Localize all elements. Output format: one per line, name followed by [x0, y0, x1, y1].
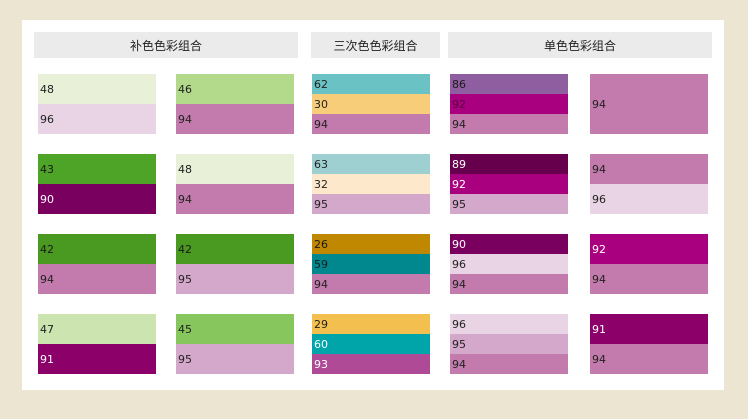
- color-combo-card: 89 92 95: [450, 154, 568, 214]
- color-combo-card: 46 94: [176, 74, 294, 134]
- color-swatch: 93: [312, 354, 430, 374]
- color-swatch: 60: [312, 334, 430, 354]
- color-swatch: 96: [38, 104, 156, 134]
- color-swatch: 91: [590, 314, 708, 344]
- color-swatch: 89: [450, 154, 568, 174]
- color-swatch: 95: [176, 344, 294, 374]
- color-swatch: 26: [312, 234, 430, 254]
- color-swatch: 94: [38, 264, 156, 294]
- color-swatch: 42: [176, 234, 294, 264]
- color-swatch: 94: [450, 274, 568, 294]
- header-monochrome-label: 单色色彩组合: [543, 38, 616, 53]
- color-swatch: 29: [312, 314, 430, 334]
- color-swatch: 94: [176, 184, 294, 214]
- color-swatch: 92: [450, 174, 568, 194]
- color-swatch: 96: [450, 314, 568, 334]
- color-swatch: 30: [312, 94, 430, 114]
- color-combo-card: 43 90: [38, 154, 156, 214]
- color-combo-card: 48 96: [38, 74, 156, 134]
- color-combo-card: 86 92 94: [450, 74, 568, 134]
- color-combo-card: 63 32 95: [312, 154, 430, 214]
- color-combo-card: 62 30 94: [312, 74, 430, 134]
- color-swatch: 94: [590, 344, 708, 374]
- color-swatch: 95: [176, 264, 294, 294]
- color-combo-card: 29 60 93: [312, 314, 430, 374]
- color-swatch: 96: [450, 254, 568, 274]
- color-swatch: 43: [38, 154, 156, 184]
- color-swatch: 96: [590, 184, 708, 214]
- color-combo-card: 47 91: [38, 314, 156, 374]
- color-swatch: 94: [176, 104, 294, 134]
- color-swatch: 94: [590, 154, 708, 184]
- color-swatch: 92: [590, 234, 708, 264]
- color-swatch: 32: [312, 174, 430, 194]
- color-combo-card: 94: [590, 74, 708, 134]
- header-complementary-label: 补色色彩组合: [129, 38, 202, 53]
- color-swatch: 48: [38, 74, 156, 104]
- color-swatch: 47: [38, 314, 156, 344]
- header-tertiary-label: 三次色色彩组合: [333, 38, 418, 53]
- color-swatch: 92: [450, 94, 568, 114]
- color-swatch: 45: [176, 314, 294, 344]
- color-swatch: 94: [590, 264, 708, 294]
- color-combo-card: 26 59 94: [312, 234, 430, 294]
- header-tertiary: 三次色色彩组合: [311, 32, 440, 58]
- color-combo-card: 91 94: [590, 314, 708, 374]
- color-swatch: 63: [312, 154, 430, 174]
- header-complementary: 补色色彩组合: [34, 32, 298, 58]
- color-swatch: 91: [38, 344, 156, 374]
- color-swatch: 94: [450, 354, 568, 374]
- color-swatch: 46: [176, 74, 294, 104]
- color-swatch: 90: [450, 234, 568, 254]
- header-monochrome: 单色色彩组合: [448, 32, 712, 58]
- color-combo-card: 45 95: [176, 314, 294, 374]
- color-combo-card: 92 94: [590, 234, 708, 294]
- color-swatch: 48: [176, 154, 294, 184]
- color-swatch: 94: [312, 274, 430, 294]
- color-swatch: 95: [450, 194, 568, 214]
- color-swatch: 59: [312, 254, 430, 274]
- color-swatch: 90: [38, 184, 156, 214]
- color-swatch: 62: [312, 74, 430, 94]
- color-swatch: 94: [312, 114, 430, 134]
- color-swatch: 86: [450, 74, 568, 94]
- color-swatch: 95: [312, 194, 430, 214]
- color-swatch: 94: [450, 114, 568, 134]
- color-combo-card: 96 95 94: [450, 314, 568, 374]
- color-combo-card: 90 96 94: [450, 234, 568, 294]
- color-swatch: 95: [450, 334, 568, 354]
- color-swatch: 94: [590, 74, 708, 134]
- color-combo-card: 42 95: [176, 234, 294, 294]
- color-combo-card: 94 96: [590, 154, 708, 214]
- color-combo-card: 42 94: [38, 234, 156, 294]
- color-swatch: 42: [38, 234, 156, 264]
- color-combo-card: 48 94: [176, 154, 294, 214]
